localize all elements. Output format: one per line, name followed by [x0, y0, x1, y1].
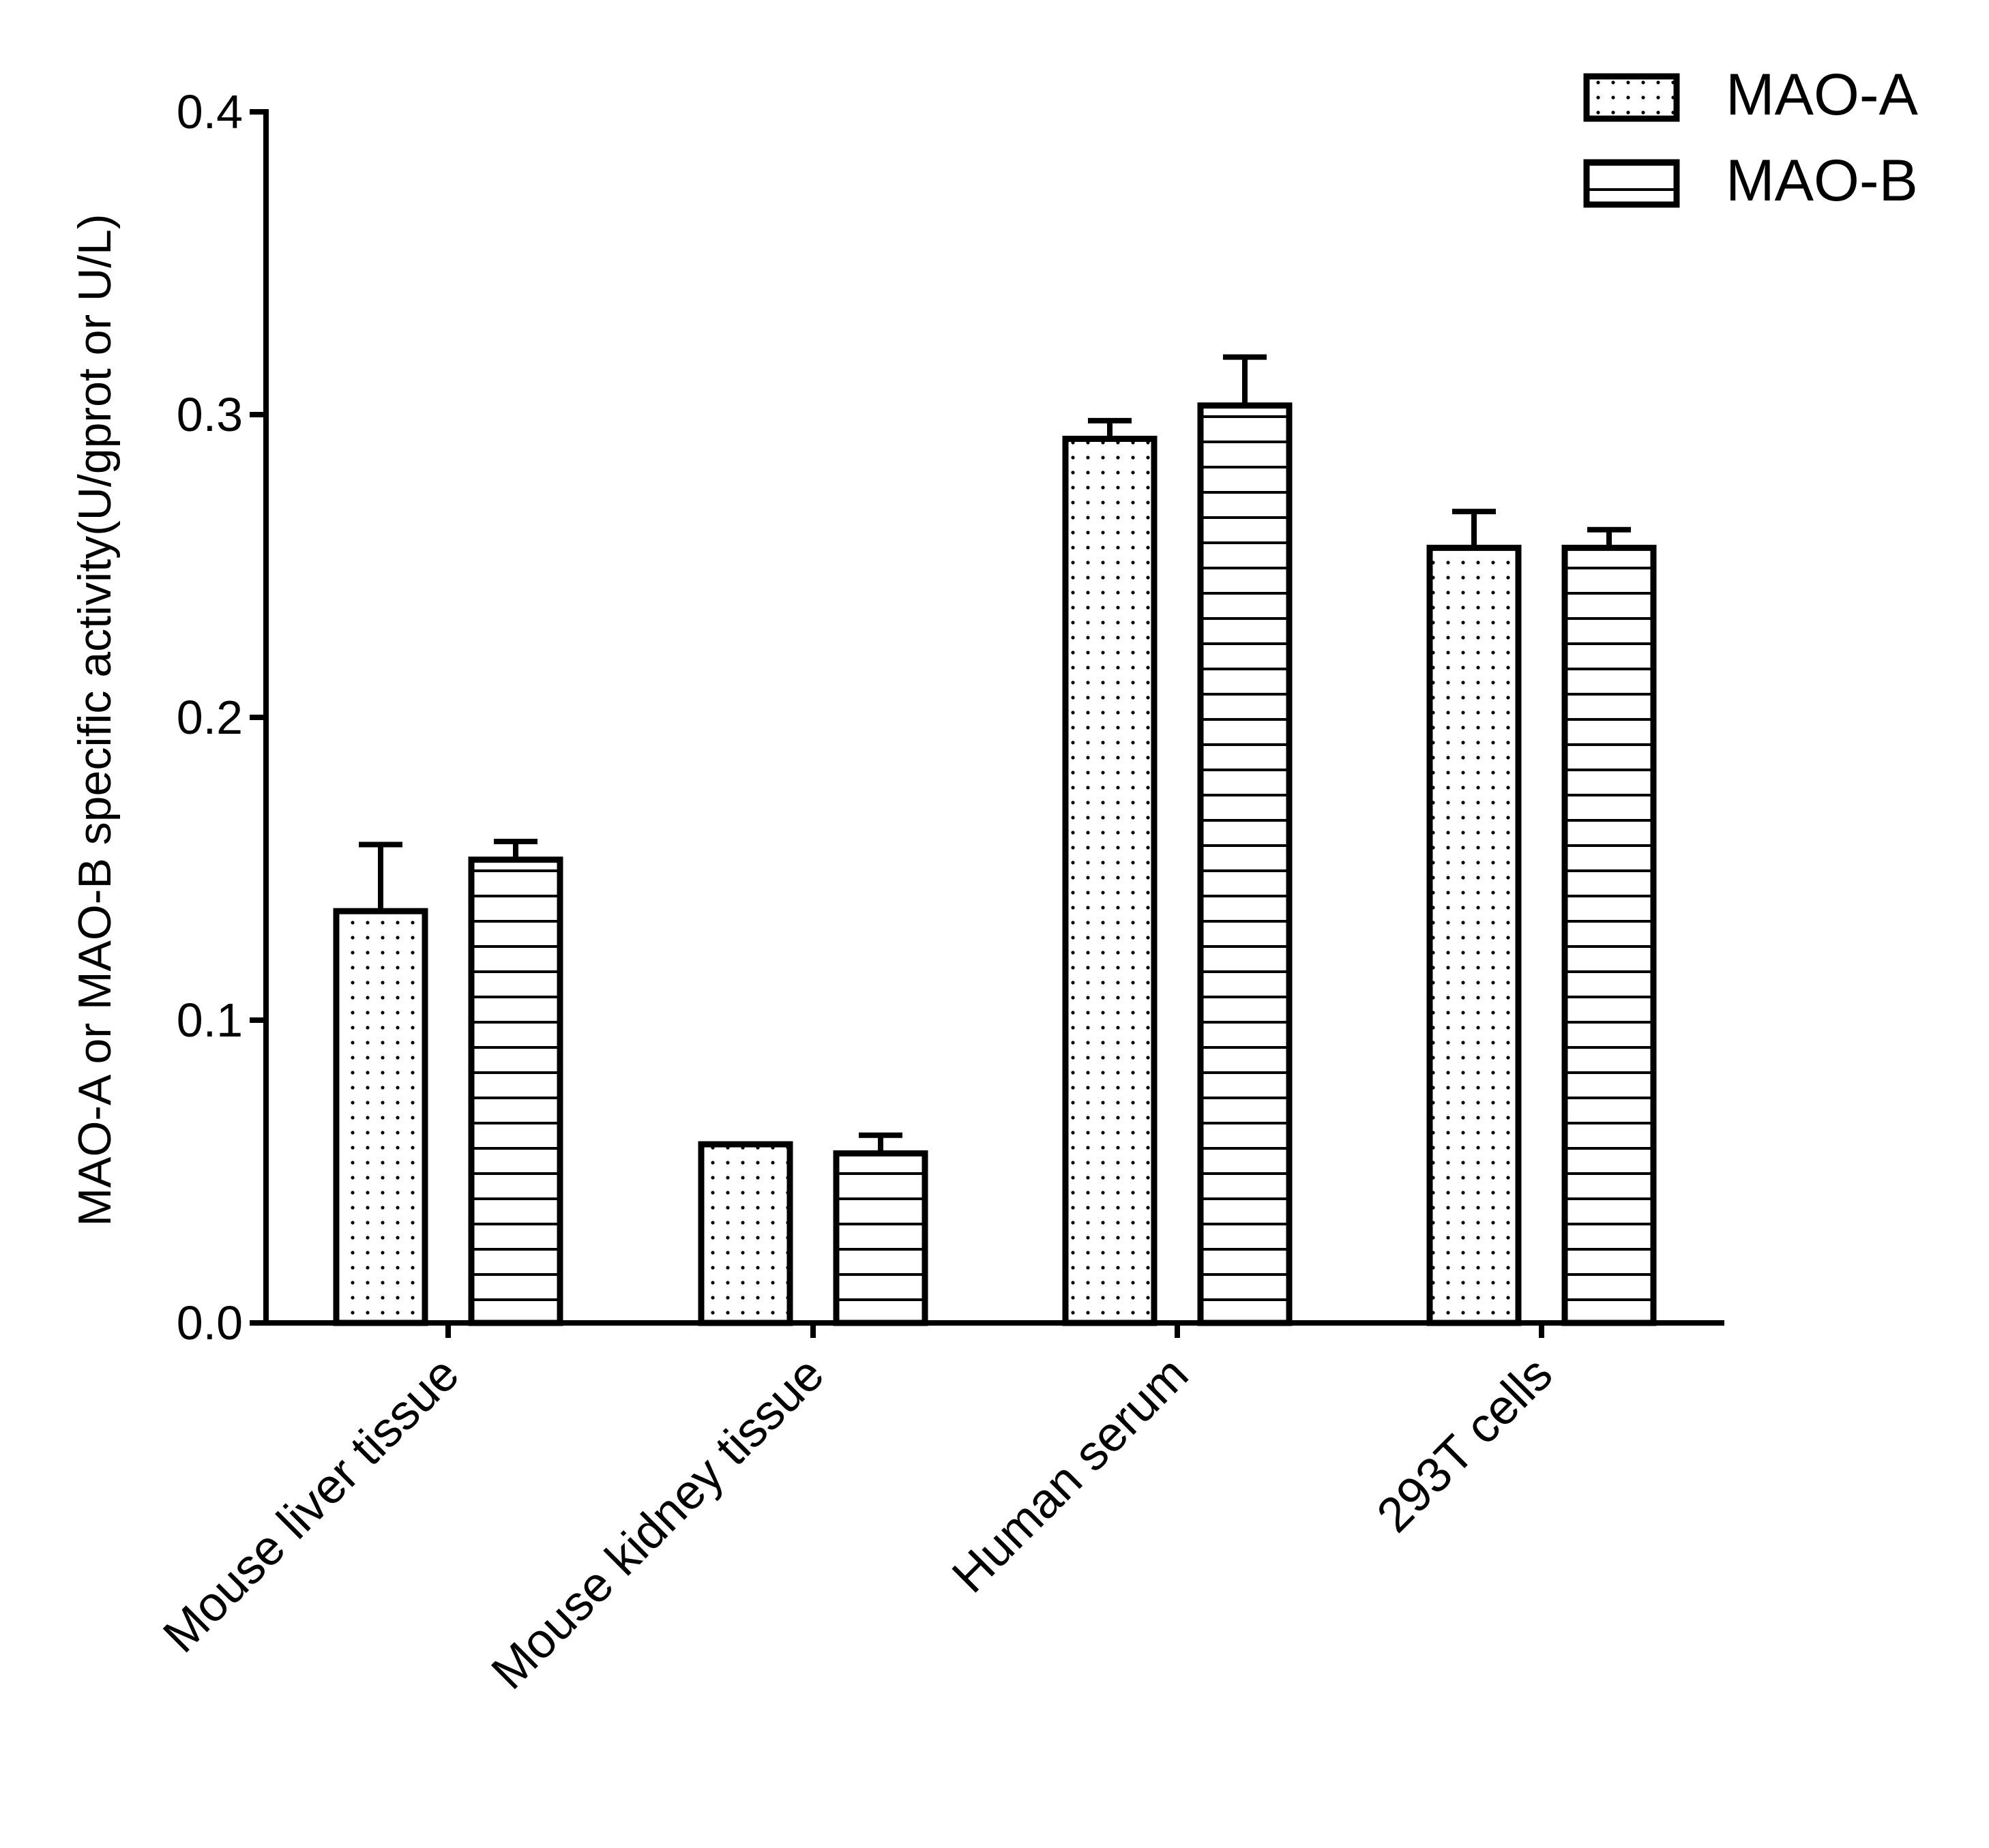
legend-label-mao-a: MAO-A — [1726, 62, 1919, 128]
legend-swatch-mao-b — [1583, 159, 1680, 208]
x-tick-label: 293T cells — [1367, 1347, 1563, 1543]
y-axis-label: MAO-A or MAO-B specific activity(U/gprot… — [69, 214, 121, 1227]
series-mao-b — [468, 354, 1657, 1326]
y-tick-label: 0.4 — [177, 85, 243, 138]
x-tick-label: Human serum — [942, 1347, 1198, 1603]
bar — [1561, 544, 1657, 1326]
y-tick-label: 0.1 — [177, 994, 243, 1047]
legend: MAO-A MAO-B — [1583, 62, 1919, 213]
bar — [833, 1150, 928, 1326]
y-tick-label: 0.0 — [177, 1296, 243, 1350]
bar — [1426, 544, 1522, 1326]
series-mao-a — [333, 417, 1522, 1326]
legend-swatch-mao-a — [1583, 73, 1680, 122]
bar — [1197, 402, 1293, 1326]
bar — [468, 856, 563, 1326]
y-tick-label: 0.2 — [177, 691, 243, 744]
x-tick-label: Mouse kidney tissue — [481, 1347, 834, 1700]
y-tick-label: 0.3 — [177, 388, 243, 441]
bar — [1062, 436, 1158, 1326]
bar — [333, 908, 428, 1326]
bar — [698, 1141, 793, 1326]
legend-label-mao-b: MAO-B — [1726, 148, 1918, 213]
x-tick-label: Mouse liver tissue — [153, 1347, 469, 1663]
